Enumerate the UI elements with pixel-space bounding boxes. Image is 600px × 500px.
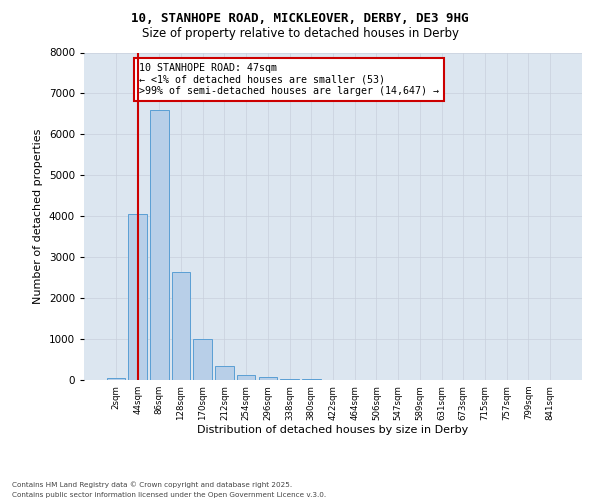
- Bar: [128, 214, 147, 380]
- Bar: [280, 379, 299, 380]
- Bar: [215, 366, 233, 380]
- Text: 10, STANHOPE ROAD, MICKLEOVER, DERBY, DE3 9HG: 10, STANHOPE ROAD, MICKLEOVER, DERBY, DE…: [131, 12, 469, 26]
- Bar: [172, 272, 190, 380]
- Bar: [150, 110, 169, 380]
- X-axis label: Distribution of detached houses by size in Derby: Distribution of detached houses by size …: [197, 426, 469, 436]
- Text: Contains public sector information licensed under the Open Government Licence v.: Contains public sector information licen…: [12, 492, 326, 498]
- Bar: [259, 377, 277, 380]
- Y-axis label: Number of detached properties: Number of detached properties: [33, 128, 43, 304]
- Bar: [193, 339, 212, 380]
- Text: 10 STANHOPE ROAD: 47sqm
← <1% of detached houses are smaller (53)
>99% of semi-d: 10 STANHOPE ROAD: 47sqm ← <1% of detache…: [139, 62, 439, 96]
- Bar: [237, 375, 256, 380]
- Bar: [107, 378, 125, 380]
- Text: Size of property relative to detached houses in Derby: Size of property relative to detached ho…: [142, 28, 458, 40]
- Text: Contains HM Land Registry data © Crown copyright and database right 2025.: Contains HM Land Registry data © Crown c…: [12, 481, 292, 488]
